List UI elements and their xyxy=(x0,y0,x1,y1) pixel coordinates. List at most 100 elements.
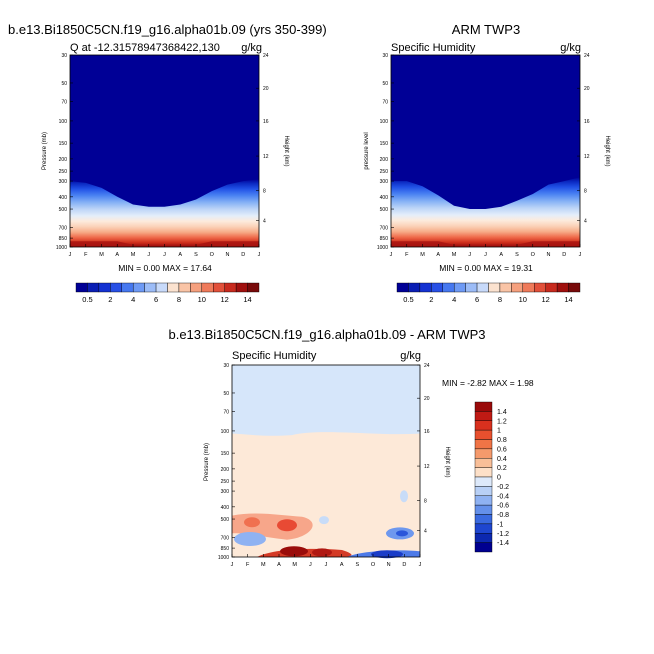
y-right-tick-label: 12 xyxy=(263,154,269,160)
colorbar: 1.4 1.2 1 0.8 0.6 0.4 0.2 0 -0.2 -0.4 -0.6 -0.8 -1 -1… xyxy=(474,401,509,553)
colorbar-label: 0.5 xyxy=(82,295,92,304)
y-tick-label: 30 xyxy=(61,53,67,59)
y-right-tick-label: 4 xyxy=(424,528,427,534)
panel-difference: b.e13.Bi1850C5CN.f19_g16.alpha01b.09 - A… xyxy=(168,327,533,568)
x-tick-label: M xyxy=(261,562,266,568)
y-right-tick-label: 12 xyxy=(584,154,590,160)
positive-core xyxy=(312,548,332,557)
y-tick-label: 50 xyxy=(61,81,67,87)
x-tick-label: A xyxy=(436,252,440,258)
colorbar-label: 6 xyxy=(475,295,479,304)
panel-title: ARM TWP3 xyxy=(452,22,520,37)
x-tick-label: F xyxy=(246,562,250,568)
colorbar-label: 2 xyxy=(429,295,433,304)
colorbar-label: 10 xyxy=(519,295,527,304)
colorbar-swatch xyxy=(419,282,432,293)
x-tick-label: M xyxy=(420,252,425,258)
colorbar-label: 0.5 xyxy=(403,295,413,304)
y-tick-label: 100 xyxy=(59,119,68,125)
colorbar-swatch xyxy=(474,523,493,534)
y-tick-label: 300 xyxy=(59,179,68,185)
y-tick-label: 100 xyxy=(380,119,389,125)
negative-core xyxy=(396,530,408,537)
y-tick-label: 400 xyxy=(380,195,389,201)
x-tick-label: J xyxy=(325,562,328,568)
colorbar-label: -1.4 xyxy=(497,540,509,547)
y-tick-label: 850 xyxy=(59,236,68,242)
y-right-tick-label: 20 xyxy=(424,396,430,402)
y-tick-label: 30 xyxy=(223,363,229,369)
colorbar-swatch xyxy=(474,514,493,525)
x-tick-label: N xyxy=(226,252,230,258)
x-tick-label: F xyxy=(84,252,88,258)
colorbar-label: -0.8 xyxy=(497,512,509,519)
x-tick-label: M xyxy=(452,252,457,258)
negative-region xyxy=(319,516,329,525)
x-tick-label: D xyxy=(241,252,245,258)
colorbar-swatch xyxy=(556,282,569,293)
positive-core xyxy=(277,519,297,532)
colorbar-label: 6 xyxy=(154,295,158,304)
colorbar-swatch xyxy=(190,282,203,293)
colorbar-label: -1 xyxy=(497,521,503,528)
panel-subtitle: Specific Humidity xyxy=(391,42,476,54)
x-tick-label: N xyxy=(547,252,551,258)
colorbar-swatch xyxy=(522,282,535,293)
y-right-tick-label: 8 xyxy=(424,498,427,504)
x-tick-label: J xyxy=(258,252,261,258)
y-tick-label: 50 xyxy=(382,81,388,87)
colorbar-label: -0.4 xyxy=(497,493,509,500)
panel-title: b.e13.Bi1850C5CN.f19_g16.alpha01b.09 - A… xyxy=(168,327,485,342)
x-tick-label: J xyxy=(163,252,166,258)
colorbar-swatch xyxy=(474,486,493,496)
contour-field xyxy=(232,365,420,559)
negative-region xyxy=(400,490,408,503)
x-tick-label: O xyxy=(531,252,536,258)
colorbar-swatch xyxy=(431,282,443,293)
x-tick-label: M xyxy=(99,252,104,258)
stats-text: MIN = 0.00 MAX = 17.64 xyxy=(118,263,212,273)
colorbar-label: 1 xyxy=(497,428,501,435)
y-tick-label: 300 xyxy=(380,179,389,185)
x-tick-label: J xyxy=(484,252,487,258)
panel-units: g/kg xyxy=(560,42,581,54)
colorbar-swatch xyxy=(235,282,248,293)
y-right-tick-label: 24 xyxy=(424,363,430,369)
colorbar-swatch xyxy=(132,282,145,293)
moisture-layer xyxy=(70,179,259,247)
axis-ticks: 30 50 70 100 150 200 250 300 400 500 700 850 1000 24 2… xyxy=(377,53,590,258)
moisture-layer xyxy=(391,177,580,247)
colorbar-swatch xyxy=(511,282,524,293)
y-tick-label: 1000 xyxy=(218,555,229,561)
y-tick-label: 30 xyxy=(382,53,388,59)
colorbar-swatch xyxy=(474,420,493,431)
x-tick-label: D xyxy=(402,562,406,568)
y-tick-label: 250 xyxy=(59,169,68,175)
x-tick-label: J xyxy=(309,562,312,568)
colorbar-swatch xyxy=(465,282,478,293)
y-axis-label-left: Pressure (mb) xyxy=(204,443,210,481)
y-tick-label: 700 xyxy=(221,535,230,541)
colorbar-swatch xyxy=(488,282,501,293)
colorbar-label: 14 xyxy=(564,295,572,304)
y-tick-label: 700 xyxy=(59,225,68,231)
y-right-tick-label: 16 xyxy=(263,119,269,125)
colorbar-swatch xyxy=(474,411,493,421)
x-tick-label: O xyxy=(210,252,215,258)
colorbar-swatch xyxy=(474,533,493,543)
y-right-tick-label: 12 xyxy=(424,464,430,470)
colorbar-label: 14 xyxy=(243,295,251,304)
colorbar-label: 0.4 xyxy=(497,456,507,463)
colorbar-swatch xyxy=(396,282,409,293)
x-tick-label: A xyxy=(178,252,182,258)
y-right-tick-label: 8 xyxy=(263,188,266,194)
y-right-tick-label: 20 xyxy=(263,86,269,92)
colorbar-label: 2 xyxy=(108,295,112,304)
positive-core xyxy=(280,546,308,557)
stats-text: MIN = -2.82 MAX = 1.98 xyxy=(442,378,534,388)
y-tick-label: 100 xyxy=(221,429,230,435)
axis-ticks: 30 50 70 100 150 200 250 300 400 500 700 850 1000 24 2… xyxy=(218,363,430,568)
colorbar-swatch xyxy=(476,282,489,293)
colorbar-label: 12 xyxy=(542,295,550,304)
y-tick-label: 850 xyxy=(380,236,389,242)
